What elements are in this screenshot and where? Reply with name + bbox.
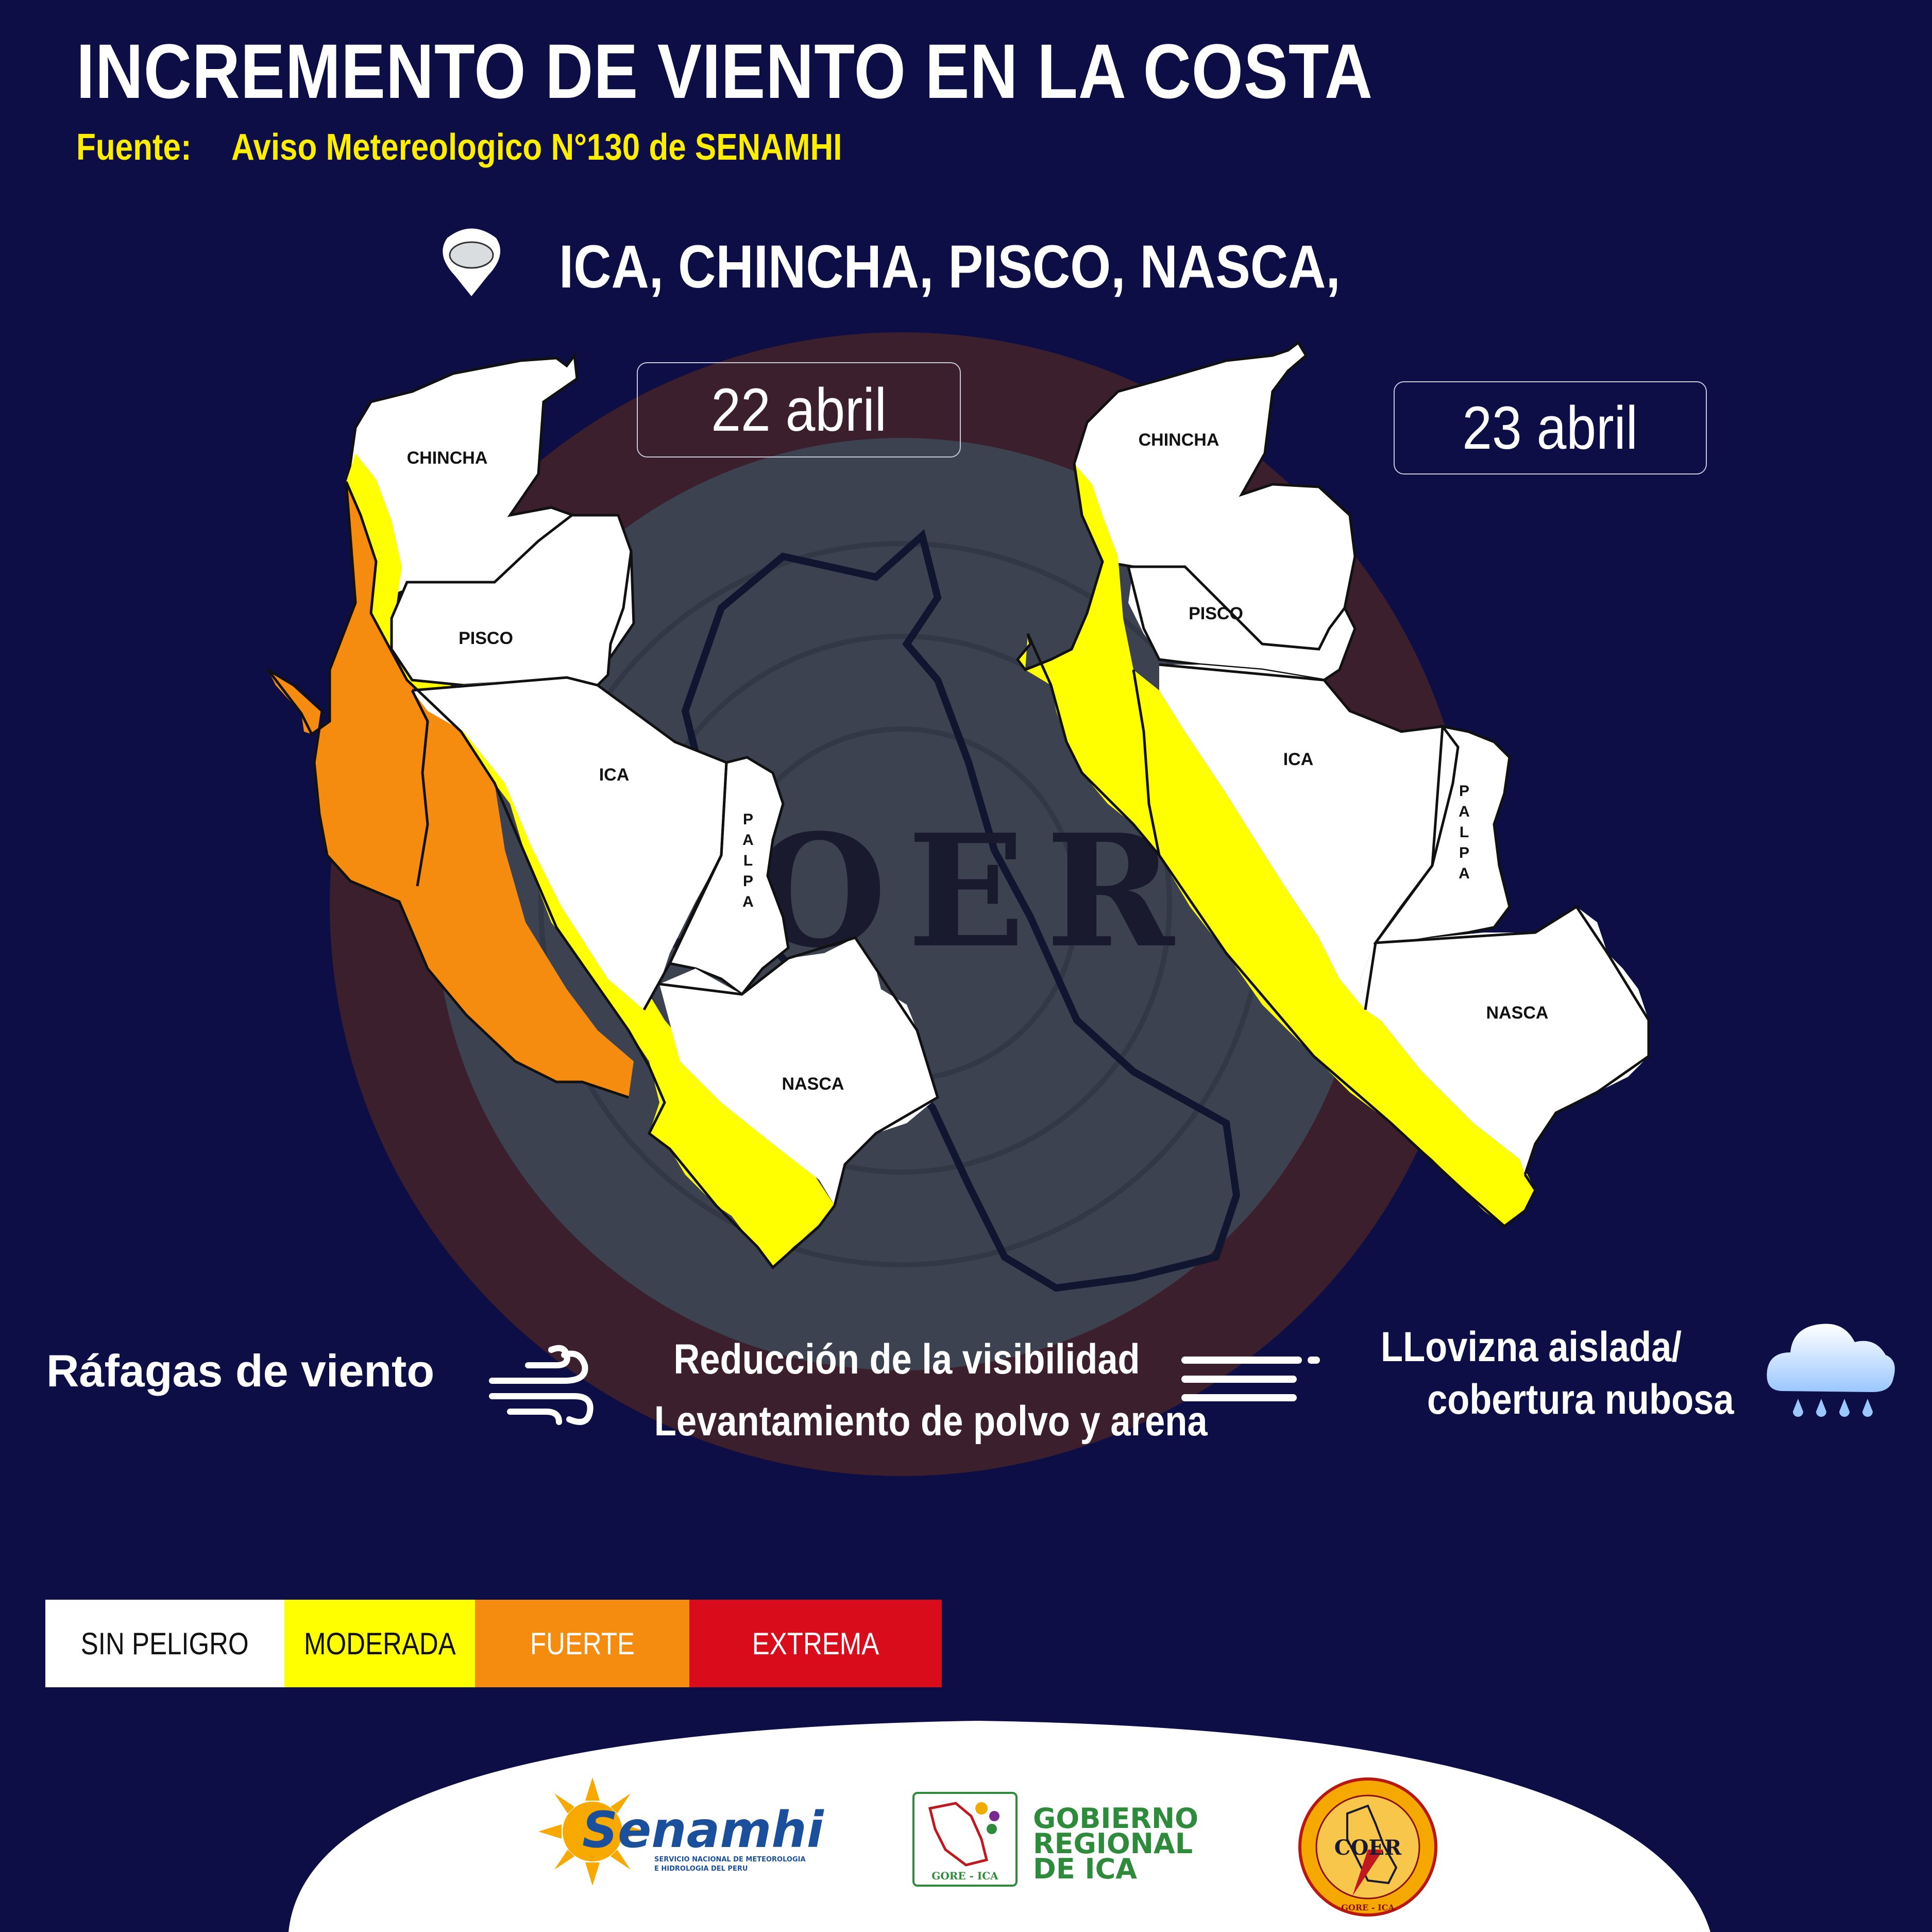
map-pin-icon [443, 228, 501, 296]
district-ica-2-fill [1159, 665, 1458, 1010]
svg-text:L: L [1460, 824, 1469, 841]
date-box-22-abril: 22 abril [637, 362, 961, 457]
label-chincha-2: CHINCHA [1139, 430, 1219, 450]
places-list: ICA, CHINCHA, PISCO, NASCA, [559, 233, 1341, 301]
map-23-abril [1015, 341, 1650, 1228]
svg-text:A: A [742, 832, 754, 849]
svg-text:A: A [742, 893, 754, 910]
district-ica-fill [412, 677, 726, 1010]
label-chincha-1: CHINCHA [407, 448, 488, 468]
label-palpa-2: P A L P A [1459, 783, 1470, 882]
svg-text:L: L [743, 852, 753, 869]
hazard-visibility-line2: Levantamiento de polvo y arena [654, 1398, 1208, 1445]
svg-text:SERVICIO NACIONAL DE METEOROLO: SERVICIO NACIONAL DE METEOROLOGIA [654, 1856, 806, 1863]
label-ica-1: ICA [599, 765, 630, 785]
svg-text:COER: COER [1334, 1836, 1402, 1860]
legend-moderada: MODERADA [284, 1600, 475, 1687]
district-pisco-2 [1126, 565, 1357, 682]
hazard-visibility-line1: Reducción de la visibilidad [673, 1336, 1140, 1383]
map-22-abril [267, 352, 939, 1269]
legend-fuerte: FUERTE [475, 1600, 689, 1687]
source-label: Fuente: [76, 127, 192, 168]
svg-text:GOBIERNO: GOBIERNO [1033, 1802, 1198, 1835]
district-palpa-2 [1373, 724, 1511, 944]
source-text: Aviso Metereologico N°130 de SENAMHI [231, 127, 842, 168]
district-nasca-2-fill [1360, 907, 1649, 1175]
zone-fuerte-22 [268, 482, 634, 1097]
district-pisco [390, 514, 633, 687]
svg-text:P: P [1459, 844, 1469, 861]
svg-text:P: P [743, 873, 753, 890]
svg-text:DE ICA: DE ICA [1033, 1853, 1137, 1885]
label-pisco-2: PISCO [1189, 604, 1243, 623]
svg-text:GORE - ICA: GORE - ICA [931, 1870, 998, 1882]
wind-icon [489, 1345, 594, 1425]
svg-text:P: P [1459, 783, 1469, 800]
date-label-22: 22 abril [711, 376, 887, 444]
label-palpa-1: P A L P A [742, 811, 754, 910]
svg-text:A: A [1459, 803, 1470, 820]
senamhi-logo: Senamhi SERVICIO NACIONAL DE METEOROLOGI… [538, 1777, 824, 1886]
svg-text:E HIDROLOGIA DEL PERU: E HIDROLOGIA DEL PERU [654, 1865, 748, 1873]
district-nasca-fill [659, 938, 938, 1206]
zone-moderada-22 [346, 453, 835, 1267]
svg-text:P: P [743, 811, 753, 828]
legend-sin-peligro: SIN PELIGRO [45, 1600, 284, 1687]
svg-text:REGIONAL: REGIONAL [1033, 1827, 1193, 1860]
gore-ica-logo: GORE - ICA GOBIERNO REGIONAL DE ICA [912, 1792, 1198, 1887]
hazard-drizzle-line1: LLovizna aislada/ [1381, 1324, 1682, 1370]
legend-extrema: EXTREMA [689, 1600, 942, 1687]
svg-text:Senamhi: Senamhi [582, 1801, 824, 1859]
date-label-23: 23 abril [1462, 394, 1638, 462]
label-ica-2: ICA [1283, 750, 1314, 769]
fog-lines-icon [1181, 1357, 1320, 1401]
hazard-wind-label: Ráfagas de viento [46, 1345, 435, 1396]
svg-text:A: A [1459, 865, 1470, 882]
rain-cloud-icon [1767, 1324, 1895, 1417]
source-line: Fuente: Aviso Metereologico N°130 de SENA… [76, 126, 842, 168]
zone-moderada-23 [1018, 464, 1535, 1226]
label-nasca-1: NASCA [782, 1074, 844, 1094]
svg-text:GORE - ICA: GORE - ICA [1341, 1903, 1395, 1912]
page-title: INCREMENTO DE VIENTO EN LA COSTA [76, 28, 1373, 114]
label-nasca-2: NASCA [1486, 1003, 1549, 1023]
date-box-23-abril: 23 abril [1394, 381, 1707, 474]
hazard-drizzle-line2: cobertura nubosa [1427, 1376, 1734, 1423]
coer-logo: COER GORE - ICA [1298, 1777, 1437, 1917]
label-pisco-1: PISCO [459, 629, 513, 648]
